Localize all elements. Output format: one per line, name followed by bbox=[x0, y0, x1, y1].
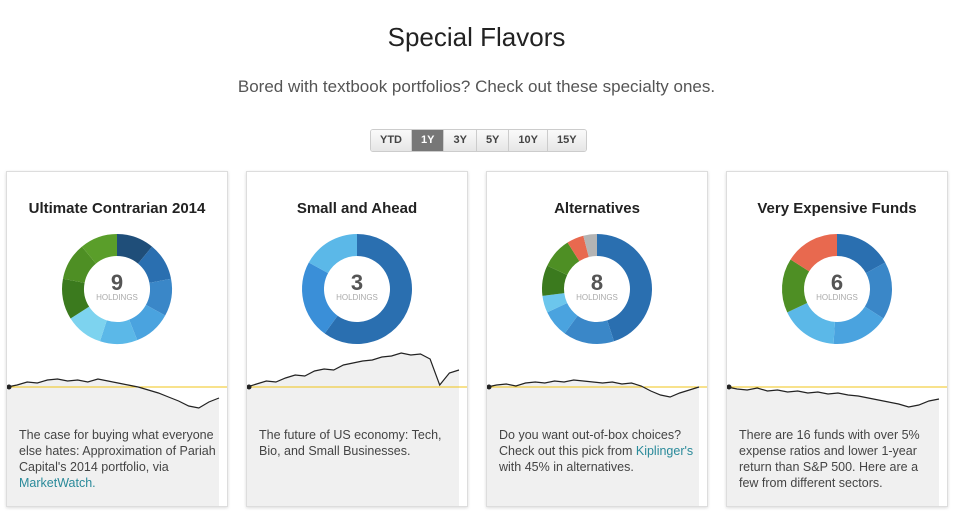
description-text: Do you want out-of-box choices? Check ou… bbox=[499, 428, 682, 458]
card-title: Ultimate Contrarian 2014 bbox=[28, 200, 206, 217]
holdings-count: 3 bbox=[351, 270, 363, 295]
description-text: The future of US economy: Tech, Bio, and… bbox=[259, 428, 442, 458]
portfolio-card[interactable]: 8 HOLDINGS Alternatives Do you want out-of-… bbox=[486, 171, 708, 507]
period-button[interactable]: 5Y bbox=[475, 130, 509, 151]
donut-segment bbox=[542, 265, 568, 296]
holdings-label: HOLDINGS bbox=[336, 293, 378, 302]
period-button[interactable]: 15Y bbox=[546, 130, 586, 151]
donut-segment bbox=[81, 234, 117, 264]
sparkline-start bbox=[487, 384, 492, 390]
sparkline bbox=[7, 378, 220, 409]
period-button[interactable]: 3Y bbox=[443, 130, 476, 151]
donut-segment bbox=[100, 319, 138, 344]
donut-segment bbox=[547, 242, 580, 275]
donut-segment bbox=[833, 306, 884, 344]
sparkline-start bbox=[247, 384, 252, 390]
donut-segment bbox=[837, 234, 886, 274]
holdings-label: HOLDINGS bbox=[96, 293, 138, 302]
period-button[interactable]: YTD bbox=[371, 130, 411, 151]
holdings-label: HOLDINGS bbox=[576, 293, 618, 302]
description-text: There are 16 funds with over 5% expense … bbox=[739, 428, 920, 490]
page-title: Special Flavors bbox=[387, 22, 566, 52]
sparkline-start bbox=[727, 384, 732, 390]
donut-segment bbox=[790, 234, 837, 272]
sparkline bbox=[247, 352, 460, 388]
donut-segment bbox=[129, 304, 166, 341]
description-text: The case for buying what everyone else h… bbox=[19, 428, 216, 474]
donut-segment bbox=[324, 234, 412, 344]
donut-segment bbox=[564, 315, 614, 344]
sparkline-area bbox=[487, 380, 699, 506]
donut-segment bbox=[61, 278, 90, 319]
description-link[interactable]: Kiplinger's bbox=[635, 444, 694, 458]
donut-segment bbox=[138, 246, 172, 283]
donut-segment bbox=[583, 234, 597, 258]
period-selector: YTD 1Y 3Y 5Y 10Y 15Y bbox=[370, 129, 587, 152]
sparkline-area bbox=[727, 387, 939, 506]
donut-segment bbox=[302, 262, 338, 334]
donut-segment bbox=[145, 278, 172, 316]
sparkline-area bbox=[7, 379, 219, 506]
holdings-count: 9 bbox=[111, 270, 123, 295]
donut-segment bbox=[117, 234, 153, 264]
sparkline-area bbox=[247, 353, 459, 506]
card-description: The future of US economy: Tech, Bio, and… bbox=[259, 427, 459, 459]
donut-segment bbox=[308, 234, 357, 274]
donut-segment bbox=[597, 234, 652, 342]
holdings-count: 6 bbox=[831, 270, 843, 295]
period-button[interactable]: 1Y bbox=[411, 130, 444, 151]
holdings-count: 8 bbox=[591, 270, 603, 295]
card-description: The case for buying what everyone else h… bbox=[19, 427, 219, 491]
donut-segment bbox=[547, 303, 578, 334]
donut-segment bbox=[787, 303, 835, 344]
donut-segment bbox=[782, 259, 810, 313]
description-link[interactable]: MarketWatch. bbox=[19, 476, 96, 490]
donut-segment bbox=[62, 246, 96, 283]
sparkline bbox=[487, 379, 700, 398]
page-subtitle: Bored with textbook portfolios? Check ou… bbox=[237, 77, 716, 96]
portfolio-card[interactable]: 3 HOLDINGS Small and Ahead The future of US… bbox=[246, 171, 468, 507]
sparkline-start bbox=[7, 384, 12, 390]
donut-segment bbox=[567, 235, 589, 262]
portfolio-card[interactable]: 6 HOLDINGS Very Expensive Funds There are 1… bbox=[726, 171, 948, 507]
description-text: with 45% in alternatives. bbox=[499, 460, 634, 474]
sparkline bbox=[727, 386, 940, 408]
donut-segment bbox=[70, 306, 107, 342]
card-title: Small and Ahead bbox=[296, 200, 418, 217]
period-button[interactable]: 10Y bbox=[508, 130, 547, 151]
card-description: Do you want out-of-box choices? Check ou… bbox=[499, 427, 699, 475]
card-title: Alternatives bbox=[554, 200, 640, 217]
donut-segment bbox=[864, 262, 892, 319]
donut-segment bbox=[542, 293, 568, 313]
portfolio-card[interactable]: 9 HOLDINGS Ultimate Contrarian 2014 The cas… bbox=[6, 171, 228, 507]
holdings-label: HOLDINGS bbox=[816, 293, 858, 302]
card-description: There are 16 funds with over 5% expense … bbox=[739, 427, 939, 491]
card-title: Very Expensive Funds bbox=[757, 200, 917, 217]
